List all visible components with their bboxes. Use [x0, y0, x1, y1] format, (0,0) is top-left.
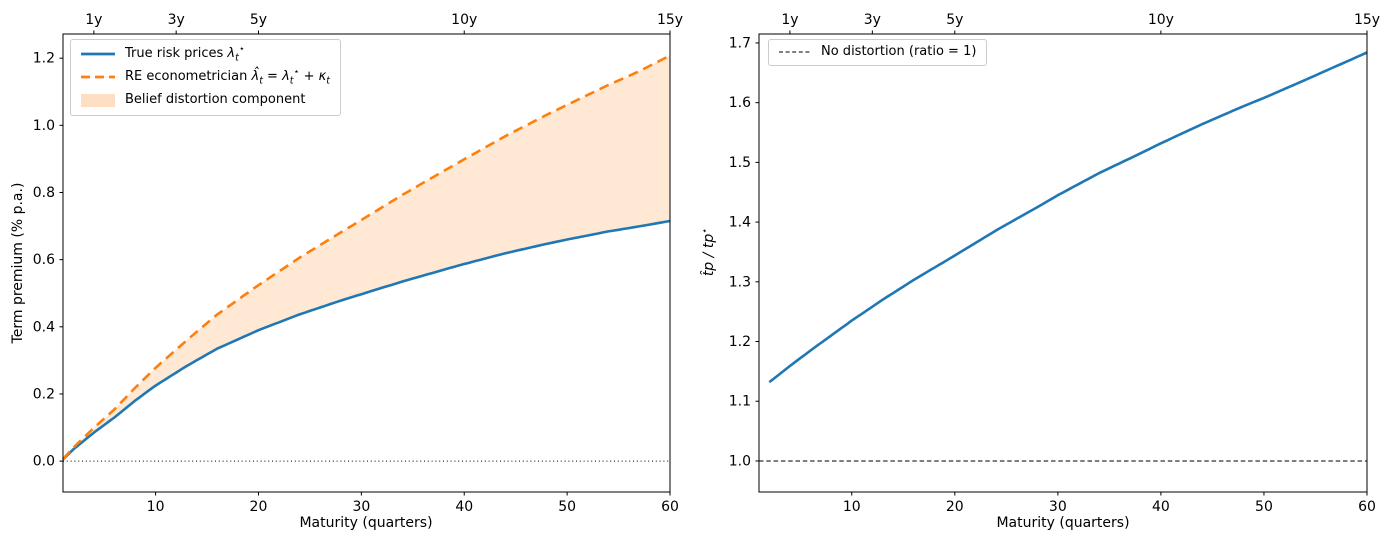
- left-series-true-risk-prices: [62, 219, 671, 461]
- blue-solid-line-swatch: [81, 53, 115, 56]
- right-x-tick-label: 40: [1152, 499, 1170, 515]
- left-y-tick-label: 1.0: [33, 118, 55, 134]
- left-x-tick-label: 50: [558, 499, 576, 515]
- legend-label-true-risk-prices: True risk prices λt⋆: [125, 43, 245, 64]
- right-legend: No distortion (ratio = 1): [768, 39, 988, 66]
- left-y-axis-label: Term premium (% p.a.): [10, 182, 26, 344]
- legend-item-true-risk-prices: True risk prices λt⋆: [81, 43, 330, 64]
- orange-dashed-line-swatch: [81, 76, 115, 79]
- left-legend: True risk prices λt⋆ RE econometrician λ…: [70, 39, 342, 116]
- left-top-tick-label: 5y: [250, 12, 267, 28]
- right-x-tick-label: 60: [1358, 499, 1376, 515]
- right-y-tick-label: 1.5: [729, 155, 751, 171]
- right-y-tick-label: 1.1: [729, 394, 751, 410]
- right-x-tick-label: 10: [843, 499, 861, 515]
- right-y-tick-label: 1.0: [729, 453, 751, 469]
- left-x-tick-label: 10: [147, 499, 165, 515]
- left-belief-distortion-fill: [63, 55, 670, 460]
- left-x-axis-label: Maturity (quarters): [299, 515, 433, 531]
- right-top-tick-label: 5y: [946, 12, 963, 28]
- left-x-tick-label: 30: [352, 499, 370, 515]
- right-y-tick-label: 1.4: [729, 215, 751, 231]
- right-x-tick-label: 50: [1255, 499, 1273, 515]
- left-y-tick-label: 0.4: [33, 319, 55, 335]
- legend-item-re-econometrician: RE econometrician λ̂t = λt⋆ + κt: [81, 66, 331, 87]
- left-series-re-econometrician: [62, 54, 671, 460]
- right-y-tick-label: 1.7: [729, 35, 751, 51]
- black-dashed-line-swatch: [779, 51, 811, 54]
- right-y-tick-label: 1.2: [729, 334, 751, 350]
- right-x-tick-label: 20: [946, 499, 964, 515]
- right-x-tick-label: 30: [1049, 499, 1067, 515]
- left-x-tick-label: 60: [661, 499, 679, 515]
- right-top-tick-label: 15y: [1354, 12, 1380, 28]
- peach-fill-swatch: [81, 93, 115, 107]
- left-top-tick-label: 15y: [657, 12, 683, 28]
- right-top-tick-label: 1y: [781, 12, 798, 28]
- legend-label-no-distortion: No distortion (ratio = 1): [821, 44, 977, 59]
- left-axes-box: [62, 33, 671, 493]
- left-y-tick-label: 1.2: [33, 51, 55, 67]
- right-series-distortion-ratio: [768, 51, 1368, 384]
- left-x-tick-label: 20: [250, 499, 268, 515]
- left-top-tick-label: 3y: [168, 12, 185, 28]
- left-y-tick-label: 0.8: [33, 185, 55, 201]
- right-y-tick-label: 1.6: [729, 95, 751, 111]
- right-y-axis-label: t̂p / tp⋆: [699, 227, 717, 277]
- left-top-tick-label: 10y: [451, 12, 477, 28]
- left-top-tick-label: 1y: [85, 12, 102, 28]
- left-x-tick-label: 40: [455, 499, 473, 515]
- legend-label-re-econometrician: RE econometrician λ̂t = λt⋆ + κt: [125, 66, 331, 87]
- right-axes-box: [758, 33, 1368, 493]
- right-x-axis-label: Maturity (quarters): [996, 515, 1130, 531]
- right-y-tick-label: 1.3: [729, 274, 751, 290]
- left-y-tick-label: 0.2: [33, 386, 55, 402]
- legend-item-no-distortion: No distortion (ratio = 1): [779, 44, 977, 60]
- legend-label-belief-distortion: Belief distortion component: [125, 91, 306, 107]
- right-top-tick-label: 3y: [864, 12, 881, 28]
- left-y-tick-label: 0.0: [33, 454, 55, 470]
- legend-item-belief-distortion: Belief distortion component: [81, 91, 330, 108]
- left-y-tick-label: 0.6: [33, 252, 55, 268]
- right-top-tick-label: 10y: [1148, 12, 1174, 28]
